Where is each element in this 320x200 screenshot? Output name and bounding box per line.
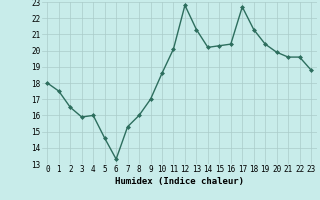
X-axis label: Humidex (Indice chaleur): Humidex (Indice chaleur) [115,177,244,186]
